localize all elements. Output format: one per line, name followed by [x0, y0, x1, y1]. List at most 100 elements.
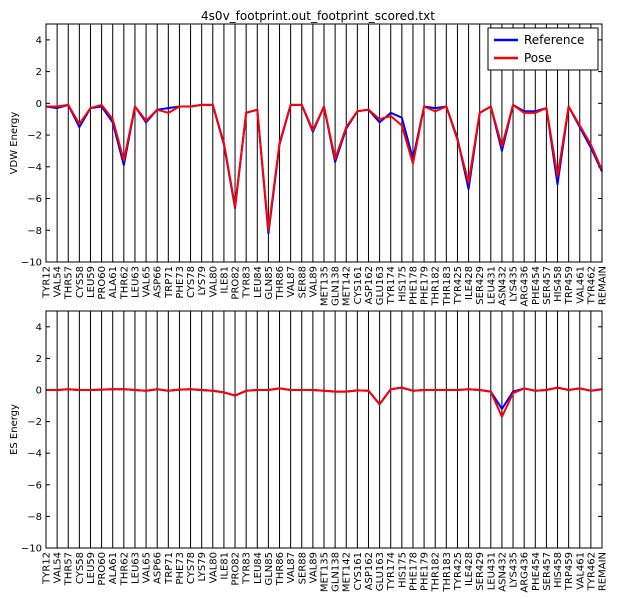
vdw-xtick-label: ARG436: [520, 266, 531, 307]
es-xtick-label: LEU59: [86, 552, 97, 584]
es-xtick-label: ALA61: [108, 552, 119, 584]
es-xtick-label: GLN138: [331, 552, 342, 592]
vdw-xtick-label: TYR83: [242, 266, 253, 299]
vdw-y-axis-label: VDW Energy: [9, 112, 20, 175]
vdw-xtick-label: ASP66: [153, 266, 164, 298]
vdw-xtick-label: MET142: [342, 266, 353, 306]
vdw-xtick-label: PHE454: [531, 266, 542, 305]
vdw-xtick-label: LEU431: [486, 266, 497, 304]
es-xtick-label: THR182: [431, 552, 442, 593]
vdw-xtick-label: REMAIN: [598, 266, 609, 305]
es-y-axis-label: ES Energy: [9, 404, 20, 455]
vdw-xtick-label: GLN85: [264, 266, 275, 300]
vdw-xtick-label: PHE179: [420, 266, 431, 305]
es-xtick-label: ILE428: [464, 552, 475, 586]
es-xtick-label: LEU63: [130, 552, 141, 584]
legend-box: [487, 27, 599, 71]
es-xtick-label: ILE81: [219, 552, 230, 580]
es-xtick-label: SER88: [297, 552, 308, 584]
vdw-ytick-label: 0: [36, 99, 42, 110]
es-xtick-label: VAL461: [575, 552, 586, 590]
es-grid: [45, 311, 603, 548]
vdw-xtick-label: LEU59: [86, 266, 97, 298]
es-xtick-label: PHE73: [175, 552, 186, 585]
legend-label-pose: Pose: [524, 51, 552, 65]
vdw-grid: [45, 24, 603, 262]
vdw-y-ticks: −10 −8 −6 −4 −2 0 2 4: [21, 35, 602, 269]
es-ytick-label: −6: [27, 480, 42, 491]
es-xtick-label: TYR174: [386, 552, 397, 591]
vdw-xtick-label: TRP71: [164, 266, 175, 299]
es-xtick-label: THR62: [119, 552, 130, 586]
vdw-xtick-label: TYR12: [42, 266, 53, 299]
vdw-xtick-label: PRO60: [97, 266, 108, 300]
vdw-xtick-label: ILE81: [219, 266, 230, 294]
vdw-xtick-label: VAL80: [208, 266, 219, 297]
vdw-xtick-label: THR62: [119, 266, 130, 300]
vdw-xtick-label: THR183: [442, 266, 453, 307]
es-xtick-label: ASN432: [497, 552, 508, 592]
vdw-xtick-label: SER429: [475, 266, 486, 305]
vdw-xtick-label: ILE428: [464, 266, 475, 300]
es-xtick-label: ASP66: [153, 552, 164, 584]
vdw-xtick-label: MET135: [320, 266, 331, 306]
es-ytick-label: 2: [36, 354, 42, 365]
es-xtick-label: TYR12: [42, 552, 53, 585]
es-xtick-label: REMAIN: [598, 552, 609, 591]
vdw-xtick-label: GLU163: [375, 266, 386, 305]
es-xtick-label: ARG436: [520, 552, 531, 593]
vdw-xtick-label: LYS435: [509, 266, 520, 302]
vdw-ytick-label: −4: [27, 162, 42, 173]
vdw-ytick-label: −10: [21, 258, 42, 269]
vdw-xtick-label: PRO82: [231, 266, 242, 300]
vdw-ytick-label: −2: [27, 131, 42, 142]
vdw-ytick-label: 2: [36, 67, 42, 78]
vdw-xtick-label: THR182: [431, 266, 442, 307]
es-xtick-label: VAL65: [142, 552, 153, 583]
vdw-xtick-label: PHE73: [175, 266, 186, 299]
es-xtick-label: LEU431: [486, 552, 497, 590]
es-xtick-label: GLU163: [375, 552, 386, 591]
vdw-ytick-label: −6: [27, 194, 42, 205]
es-xtick-label: LYS435: [509, 552, 520, 588]
es-xtick-label: CYS58: [75, 552, 86, 584]
es-xtick-label: CYS78: [186, 552, 197, 584]
vdw-xtick-label: HIS175: [397, 266, 408, 302]
vdw-xtick-label: HIS458: [553, 266, 564, 302]
vdw-xtick-label: ASN432: [497, 266, 508, 306]
vdw-xtick-label: LEU63: [130, 266, 141, 298]
es-xtick-label: VAL54: [53, 552, 64, 583]
es-axes-frame: [45, 310, 603, 549]
es-x-ticks: TYR12 VAL54 THR57 CYS58 LEU59 PRO60 ALA61 THR62…: [42, 552, 609, 593]
es-xtick-label: THR57: [64, 552, 75, 586]
vdw-xtick-label: LEU84: [253, 266, 264, 298]
vdw-xtick-label: THR57: [64, 266, 75, 300]
vdw-xtick-label: TYR462: [586, 266, 597, 305]
es-series-pose-line: [46, 386, 603, 418]
vdw-xtick-label: GLN138: [331, 266, 342, 306]
vdw-x-ticks: TYR12 VAL54 THR57 CYS58 LEU59 PRO60 ALA61 THR62…: [42, 266, 609, 307]
es-ytick-label: −2: [27, 417, 42, 428]
vdw-xtick-label: VAL89: [308, 266, 319, 297]
vdw-xtick-label: VAL65: [142, 266, 153, 297]
es-xtick-label: THR183: [442, 552, 453, 593]
es-xtick-label: LYS79: [197, 552, 208, 581]
vdw-series-pose-line: [46, 103, 603, 232]
es-xtick-label: PHE179: [420, 552, 431, 591]
vdw-xtick-label: SER88: [297, 266, 308, 298]
vdw-xtick-label: CYS78: [186, 266, 197, 298]
vdw-xtick-label: VAL461: [575, 266, 586, 304]
es-xtick-label: PHE178: [408, 552, 419, 591]
vdw-xtick-label: CYS58: [75, 266, 86, 298]
legend-label-reference: Reference: [524, 33, 584, 47]
es-xtick-label: ASP162: [364, 552, 375, 590]
es-xtick-label: LEU84: [253, 552, 264, 584]
es-xtick-label: MET142: [342, 552, 353, 592]
es-xtick-label: PHE454: [531, 552, 542, 591]
es-ytick-label: −8: [27, 512, 42, 523]
vdw-xtick-label: THR86: [275, 266, 286, 300]
es-ytick-label: 0: [36, 386, 42, 397]
